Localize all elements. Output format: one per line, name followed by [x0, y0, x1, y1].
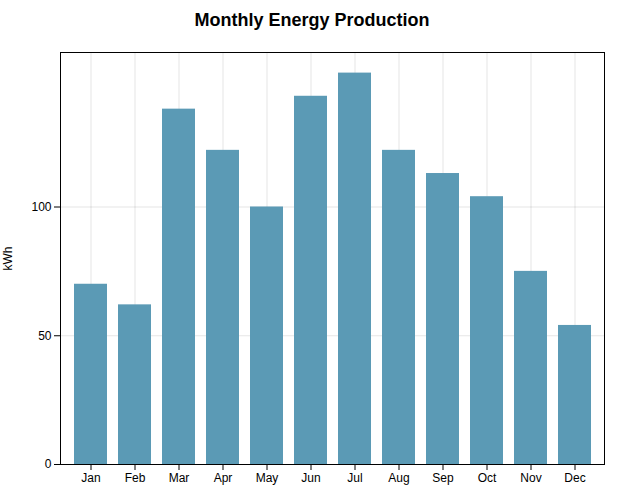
svg-text:Jun: Jun: [301, 471, 320, 485]
svg-text:Aug: Aug: [388, 471, 409, 485]
svg-text:Mar: Mar: [169, 471, 190, 485]
svg-text:100: 100: [31, 200, 51, 214]
svg-text:Oct: Oct: [478, 471, 497, 485]
svg-text:Jul: Jul: [347, 471, 362, 485]
svg-text:Sep: Sep: [432, 471, 454, 485]
svg-text:Jan: Jan: [81, 471, 100, 485]
svg-text:May: May: [256, 471, 279, 485]
svg-text:Feb: Feb: [125, 471, 146, 485]
svg-text:Dec: Dec: [564, 471, 585, 485]
svg-text:kWh: kWh: [1, 247, 15, 271]
svg-text:50: 50: [38, 329, 52, 343]
svg-text:Nov: Nov: [520, 471, 541, 485]
html-text:Monthly Energy Production: Monthly Energy Production: [194, 10, 430, 30]
svg-text:Apr: Apr: [214, 471, 233, 485]
svg-text:0: 0: [45, 457, 52, 471]
